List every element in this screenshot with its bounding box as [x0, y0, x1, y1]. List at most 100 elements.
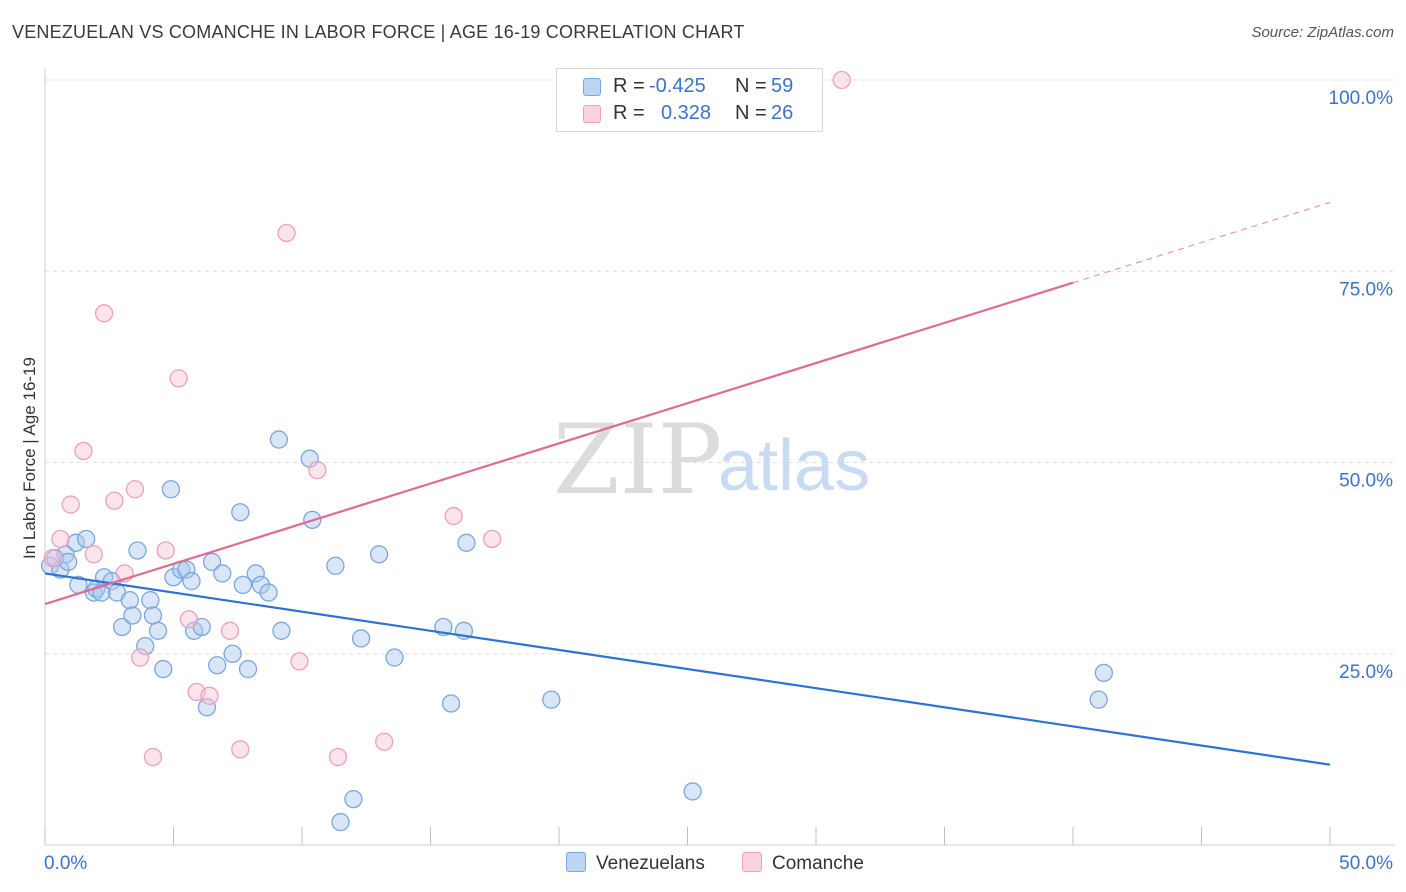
- venezuelans-point: [123, 606, 142, 625]
- source-note: Source: ZipAtlas.com: [1251, 24, 1394, 41]
- x-tick-labels: 0.0% 50.0%: [44, 853, 1393, 874]
- venezuelans-point: [143, 606, 163, 625]
- x-tick-label: 0.0%: [44, 853, 87, 874]
- y-tick-label: 100.0%: [1329, 88, 1394, 109]
- comanche-trend-line-extension: [1072, 201, 1331, 284]
- venezuelans-point: [120, 591, 139, 610]
- venezuelans-point: [251, 575, 271, 595]
- venezuelans-point: [385, 648, 404, 667]
- trend-lines: [44, 201, 1331, 766]
- stats-row-comanche: R = 0.328 N = 26: [557, 102, 822, 129]
- venezuelans-point: [369, 545, 389, 564]
- venezuelans-point: [344, 789, 363, 809]
- venezuelans-point: [233, 575, 253, 595]
- venezuelans-point: [161, 480, 181, 499]
- legend-swatch: [566, 852, 586, 872]
- legend-label: Venezuelans: [596, 853, 705, 874]
- venezuelans-point: [1089, 690, 1108, 709]
- comanche-point: [231, 740, 250, 759]
- venezuelans-point: [272, 621, 291, 640]
- comanche-point: [105, 491, 124, 510]
- n-value: 26: [771, 102, 794, 124]
- venezuelans-point: [58, 552, 78, 572]
- comanche-point: [179, 610, 199, 629]
- venezuelans-point: [259, 583, 278, 602]
- comanche-point: [74, 441, 93, 461]
- venezuelans-point: [238, 659, 258, 679]
- y-tick-label: 50.0%: [1339, 471, 1393, 492]
- venezuelans-point: [542, 690, 561, 709]
- comanche-trend-line: [44, 281, 1074, 606]
- venezuelans-point: [112, 617, 132, 637]
- watermark: ZIP atlas: [553, 404, 870, 516]
- comanche-point: [169, 369, 188, 388]
- stats-row-venezuelans: R = -0.425 N = 59: [557, 75, 822, 102]
- watermark-atlas: atlas: [718, 426, 870, 506]
- venezuelans-point: [141, 591, 160, 610]
- r-label: R =: [613, 75, 645, 97]
- venezuelans-point: [683, 782, 702, 801]
- legend-label: Comanche: [772, 853, 864, 874]
- comanche-point: [51, 529, 70, 549]
- r-value: 0.328: [661, 102, 712, 124]
- comanche-point: [328, 747, 348, 767]
- comanche-point: [43, 548, 62, 568]
- data-points: [40, 70, 1113, 832]
- comanche-point: [143, 747, 163, 767]
- venezuelans-point: [351, 629, 371, 648]
- venezuelans-point: [269, 430, 289, 449]
- venezuelans-trend-line: [44, 572, 1331, 766]
- comanche-point: [483, 529, 502, 549]
- venezuelans-point: [76, 529, 96, 549]
- comanche-point: [277, 223, 296, 243]
- stats-box: R = -0.425 N = 59 R = 0.328 N = 26: [556, 68, 823, 132]
- n-value: 59: [771, 75, 794, 97]
- y-tick-label: 75.0%: [1339, 279, 1393, 300]
- chart-title: VENEZUELAN VS COMANCHE IN LABOR FORCE | …: [12, 22, 745, 42]
- venezuelans-point: [213, 564, 232, 583]
- legend-item-venezuelans: Venezuelans: [566, 852, 705, 876]
- comanche-point: [444, 506, 463, 526]
- venezuelans-point: [154, 659, 173, 679]
- r-value: -0.425: [649, 75, 706, 97]
- comanche-point: [61, 495, 80, 514]
- venezuelans-point: [246, 564, 265, 583]
- comanche-point: [308, 460, 327, 480]
- venezuelans-point: [331, 812, 350, 832]
- venezuelans-point: [208, 656, 227, 675]
- comanche-point: [84, 545, 103, 564]
- comanche-point: [832, 70, 851, 90]
- venezuelans-point: [223, 644, 242, 663]
- comanche-point: [125, 480, 145, 499]
- venezuelans-point: [1094, 663, 1113, 683]
- grid-lines: [45, 79, 1395, 655]
- venezuelans-point: [197, 698, 217, 717]
- venezuelans-point: [128, 541, 147, 560]
- legend-swatch: [742, 852, 762, 872]
- venezuelans-point: [231, 503, 250, 522]
- venezuelans-point: [148, 621, 168, 640]
- comanche-point: [290, 652, 309, 671]
- r-label: R =: [613, 102, 645, 124]
- comanche-point: [94, 304, 114, 323]
- venezuelans-point: [177, 560, 196, 579]
- comanche-swatch: [583, 105, 601, 123]
- venezuelans-point: [202, 552, 222, 572]
- comanche-point: [200, 686, 219, 705]
- venezuelans-point: [136, 636, 155, 656]
- venezuelans-point: [441, 694, 461, 713]
- y-tick-label: 25.0%: [1339, 662, 1393, 683]
- y-tick-labels: 25.0% 50.0% 75.0% 100.0%: [1329, 88, 1394, 683]
- comanche-point: [130, 648, 150, 667]
- n-label: N =: [735, 102, 767, 124]
- comanche-point: [156, 541, 175, 560]
- venezuelans-point: [326, 556, 345, 575]
- venezuelans-point: [457, 533, 476, 552]
- x-tick-label: 50.0%: [1339, 853, 1393, 874]
- watermark-zip: ZIP: [553, 404, 722, 516]
- venezuelans-swatch: [583, 78, 601, 96]
- comanche-point: [220, 621, 240, 640]
- n-label: N =: [735, 75, 767, 97]
- venezuelans-point: [182, 571, 201, 591]
